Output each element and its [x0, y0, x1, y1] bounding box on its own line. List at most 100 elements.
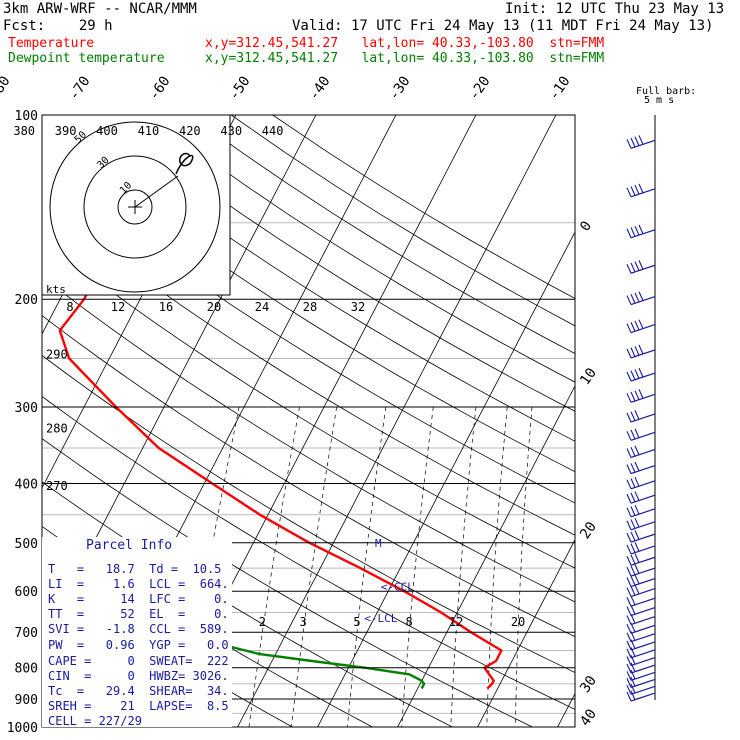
isotherm-label: -70 — [66, 73, 94, 103]
legend-dewpoint: Dewpoint temperature — [8, 51, 165, 66]
isotherm-line — [42, 115, 237, 489]
hodograph-shear-line — [134, 175, 179, 208]
wind-barb — [626, 647, 656, 659]
parcel-row: TT = 52 EL = 0. — [48, 607, 229, 621]
isotherm-label: -60 — [146, 73, 174, 103]
mixing-ratio-line — [486, 406, 508, 727]
wind-barb — [626, 476, 656, 490]
mixing-ratio-label: 5 — [353, 615, 360, 629]
wind-barb — [626, 622, 656, 634]
mixing-ratio-line — [515, 406, 533, 727]
wind-barb — [626, 260, 656, 274]
dry-adiabat — [42, 354, 575, 673]
theta-label: 380 — [13, 124, 35, 138]
parcel-row: K = 14 LFC = 0. — [48, 592, 229, 606]
wind-barb — [626, 291, 656, 306]
wind-barb — [626, 224, 656, 239]
dry-adiabat — [106, 115, 575, 412]
outer-adiabat — [574, 542, 575, 544]
pressure-label: 900 — [15, 693, 38, 708]
header-valid: Valid: 17 UTC Fri 24 May 13 (11 MDT Fri … — [292, 18, 714, 34]
barb-legend-units: 5 m s — [644, 95, 674, 106]
isotherm-label: -30 — [386, 73, 414, 103]
header-forecast: Fcst: 29 h — [3, 18, 113, 34]
wind-barb — [626, 595, 656, 607]
isotherm-label: -10 — [546, 73, 574, 103]
wind-barb — [626, 530, 656, 543]
mixing-ratio-line — [401, 406, 434, 727]
mixing-ratio-line — [347, 406, 387, 727]
dry-adiabat — [42, 129, 575, 473]
theta-label: 400 — [96, 124, 118, 138]
outer-adiabat — [574, 619, 575, 621]
hodograph-ring — [83, 155, 187, 259]
pressure-label: 300 — [15, 401, 38, 416]
isotherm-line — [237, 115, 557, 727]
wind-barb — [626, 553, 656, 566]
outer-adiabat — [574, 696, 575, 698]
wind-barb — [626, 410, 656, 423]
wind-barb — [626, 676, 656, 688]
wind-barb — [626, 135, 656, 149]
hodograph-axis-tick: 28 — [303, 300, 317, 314]
parcel-row: Tc = 29.4 SHEAR= 34. — [48, 684, 229, 698]
parcel-row: CIN = 0 HWBZ= 3026. — [48, 669, 229, 683]
m-marker: M — [375, 537, 382, 550]
wind-barb — [626, 445, 656, 459]
isotherm-label: 0 — [577, 218, 595, 234]
isotherm-label: 20 — [577, 519, 600, 542]
theta-label: 390 — [55, 124, 77, 138]
isotherm-label: -20 — [466, 73, 494, 103]
isotherm-label: 30 — [577, 673, 600, 696]
parcel-row: CELL = 227/29 — [48, 714, 142, 728]
wind-barb — [626, 631, 656, 643]
parcel-row: SVI = -1.8 CCL = 589. — [48, 622, 229, 636]
wind-barb — [626, 574, 656, 588]
mixing-ratio-label: 2 — [259, 615, 266, 629]
outer-adiabat — [574, 596, 575, 597]
pressure-label: 100 — [15, 109, 38, 124]
wind-barb — [626, 564, 656, 577]
theta-label: 430 — [220, 124, 242, 138]
hodograph-ring — [117, 189, 153, 225]
theta-left-label: 270 — [46, 479, 68, 493]
hodograph-axis-tick: 16 — [159, 300, 173, 314]
hodograph-units: kts — [46, 283, 66, 296]
outer-adiabat — [574, 630, 575, 632]
hodograph-axis-tick: 32 — [351, 300, 365, 314]
isotherm-line — [718, 115, 740, 727]
wind-barb — [626, 461, 656, 475]
isotherm-line — [397, 385, 575, 727]
wind-barb — [626, 344, 656, 359]
isotherm-line — [638, 115, 740, 727]
mixing-ratio-label: 8 — [406, 615, 413, 629]
hodograph-axis-tick: 8 — [66, 300, 73, 314]
hodograph-axis-tick: 20 — [207, 300, 221, 314]
pressure-label: 1000 — [7, 721, 38, 736]
outer-adiabat — [574, 584, 575, 585]
wind-barb — [626, 669, 656, 681]
wind-barb — [626, 517, 656, 531]
dry-adiabat — [42, 200, 575, 536]
pressure-label: 800 — [15, 662, 38, 677]
theta-left-label: 280 — [46, 421, 68, 435]
wind-barb — [626, 605, 656, 617]
theta-label: 440 — [262, 124, 284, 138]
wind-barb — [626, 683, 656, 695]
header-init: Init: 12 UTC Thu 23 May 13 — [505, 1, 725, 17]
dry-adiabat — [42, 238, 575, 569]
isotherm-line — [317, 231, 575, 727]
isotherm-label: 40 — [577, 706, 600, 729]
isotherm-label: -40 — [306, 73, 334, 103]
dry-adiabat — [42, 276, 575, 603]
wind-barb — [626, 491, 656, 504]
mixing-ratio-label: 3 — [300, 615, 307, 629]
dry-adiabat — [42, 315, 575, 638]
parcel-row: LI = 1.6 LCL = 664. — [48, 577, 229, 591]
wind-barb — [626, 504, 656, 518]
wind-barb — [626, 690, 656, 702]
hodograph-ring — [49, 121, 221, 293]
dry-adiabat — [272, 115, 575, 299]
wind-barb — [626, 389, 656, 403]
pressure-label: 600 — [15, 585, 38, 600]
